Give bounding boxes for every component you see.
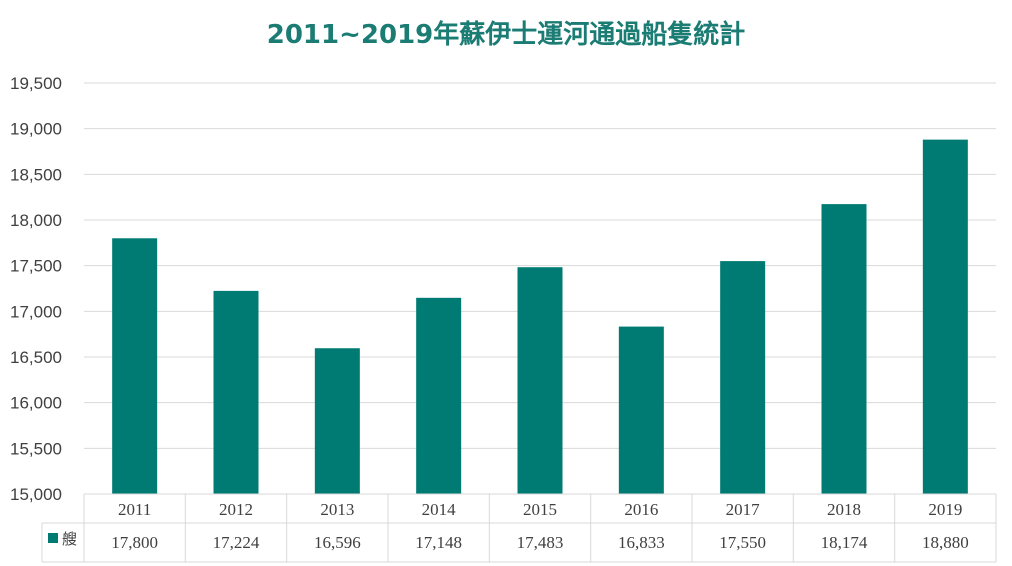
y-tick-label: 16,500: [10, 348, 62, 367]
data-table-value: 18,174: [821, 533, 868, 552]
bar: [821, 204, 867, 494]
x-tick-label: 2011: [118, 500, 151, 519]
data-table-value: 16,596: [314, 533, 361, 552]
data-table-value: 16,833: [618, 533, 665, 552]
y-tick-label: 16,000: [10, 394, 62, 413]
bar: [922, 139, 968, 495]
x-tick-label: 2019: [928, 500, 962, 519]
legend-swatch: [48, 533, 58, 543]
x-tick-label: 2016: [624, 500, 658, 519]
legend-label: 艘: [62, 530, 77, 548]
bar: [720, 261, 766, 494]
x-tick-label: 2017: [726, 500, 761, 519]
bar: [517, 267, 563, 494]
bar: [112, 238, 158, 494]
x-tick-label: 2013: [320, 500, 354, 519]
y-tick-label: 15,500: [10, 439, 62, 458]
y-tick-label: 18,000: [10, 211, 62, 230]
bar: [314, 348, 360, 494]
x-tick-label: 2015: [523, 500, 557, 519]
y-tick-label: 18,500: [10, 165, 62, 184]
x-tick-label: 2018: [827, 500, 861, 519]
y-tick-label: 17,000: [10, 302, 62, 321]
data-table-value: 17,148: [415, 533, 462, 552]
data-table-value: 18,880: [922, 533, 969, 552]
data-table-value: 17,550: [719, 533, 766, 552]
x-tick-label: 2012: [219, 500, 253, 519]
x-tick-label: 2014: [422, 500, 457, 519]
y-tick-label: 15,000: [10, 485, 62, 504]
y-tick-label: 19,500: [10, 74, 62, 93]
y-tick-label: 19,000: [10, 120, 62, 139]
bar: [618, 326, 664, 494]
data-table-value: 17,800: [111, 533, 158, 552]
data-table-value: 17,483: [517, 533, 564, 552]
data-table-value: 17,224: [213, 533, 260, 552]
bar: [213, 290, 259, 494]
bar: [416, 297, 462, 494]
chart-title: 2011~2019年蘇伊士運河通過船隻統計: [266, 20, 746, 50]
y-tick-label: 17,500: [10, 257, 62, 276]
